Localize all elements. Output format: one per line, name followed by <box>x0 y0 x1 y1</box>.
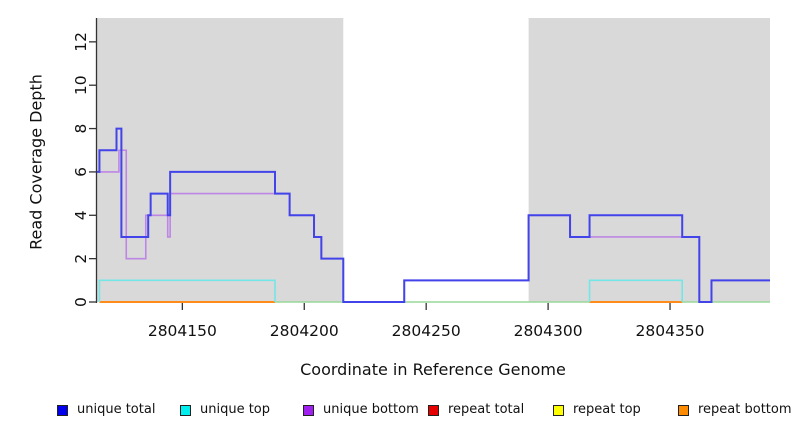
legend-label: repeat bottom <box>698 402 792 417</box>
y-tick-label: 12 <box>72 32 90 52</box>
y-tick-label: 0 <box>72 297 90 307</box>
legend-item-repeat-bottom: repeat bottom <box>678 402 792 418</box>
legend-label: unique bottom <box>323 402 419 417</box>
legend-swatch-icon <box>180 404 191 416</box>
legend-item-repeat-top: repeat top <box>553 402 641 418</box>
legend-item-unique-bottom: unique bottom <box>303 402 419 418</box>
legend-label: repeat total <box>448 402 525 417</box>
legend-label: unique total <box>77 402 156 417</box>
y-tick-label: 6 <box>72 167 90 177</box>
y-tick-label: 10 <box>72 75 90 95</box>
y-tick-label: 2 <box>72 254 90 264</box>
plot-canvas: 0 2 4 6 8 10 12 2804150 2804200 2804250 2804300 280… <box>72 18 770 340</box>
legend-label: unique top <box>200 402 271 417</box>
legend-swatch-icon <box>57 404 68 416</box>
y-tick-label: 4 <box>72 210 90 220</box>
unique-region-left <box>97 18 344 302</box>
legend-swatch-icon <box>678 404 689 416</box>
x-tick-label: 2804350 <box>636 322 705 340</box>
legend-swatch-icon <box>303 404 314 416</box>
legend-swatch-icon <box>428 404 439 416</box>
legend-item-unique-top: unique top <box>180 402 270 418</box>
series-line-unique-top <box>588 279 684 302</box>
series-line-unique-total <box>97 127 770 303</box>
y-tick-label: 8 <box>72 124 90 134</box>
unique-region-right <box>528 18 770 302</box>
x-tick-label: 2804150 <box>148 322 217 340</box>
x-axis-title: Coordinate in Reference Genome <box>300 360 566 379</box>
x-tick-label: 2804250 <box>392 322 461 340</box>
x-tick-label: 2804200 <box>270 322 339 340</box>
legend-item-unique-total: unique total <box>57 402 155 418</box>
legend-item-repeat-total: repeat total <box>428 402 524 418</box>
series-line-unique-top <box>98 279 276 302</box>
y-axis-title: Read Coverage Depth <box>26 74 46 250</box>
legend-label: repeat top <box>573 402 641 417</box>
legend-swatch-icon <box>553 404 564 416</box>
x-tick-label: 2804300 <box>514 322 583 340</box>
